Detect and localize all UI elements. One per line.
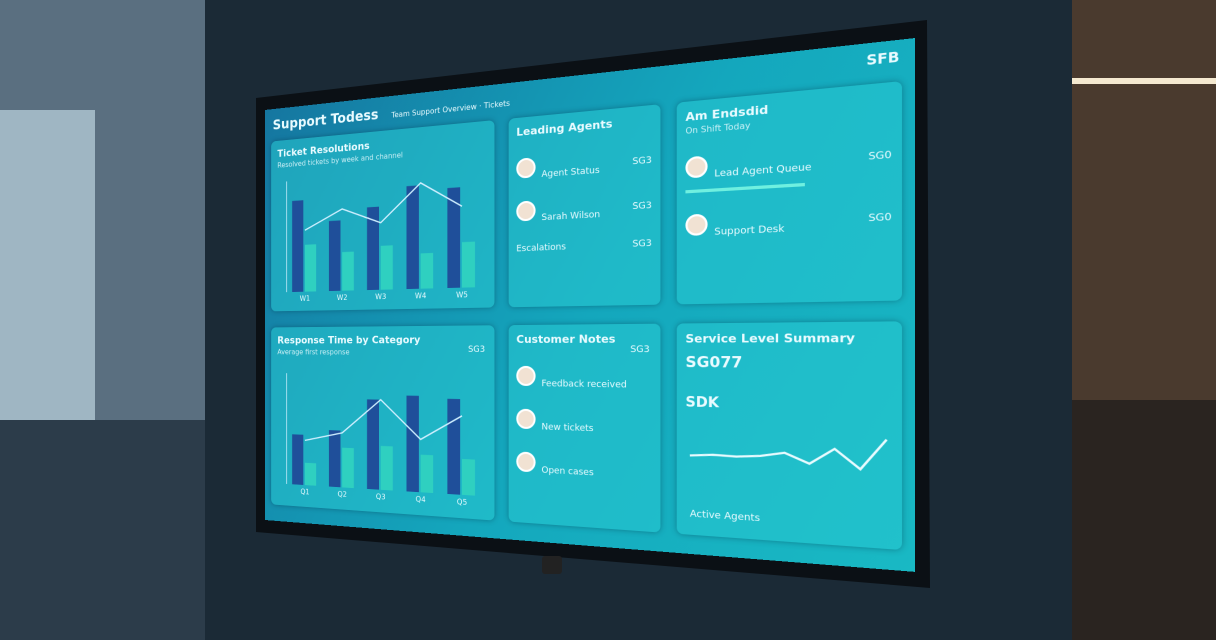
panel: Response Time by Category Average first … xyxy=(271,325,494,520)
bar xyxy=(462,242,475,288)
list-item: Feedback received xyxy=(516,366,652,391)
bar xyxy=(462,459,475,496)
bar xyxy=(292,200,303,292)
bar xyxy=(305,244,316,291)
x-tick-label: Q3 xyxy=(376,493,386,502)
item-value: SG0 xyxy=(868,212,891,225)
ceiling-light xyxy=(1072,78,1216,84)
x-tick-label: Q4 xyxy=(416,496,426,505)
panel: Leading Agents Agent Status SG3 Sarah Wil… xyxy=(509,104,661,307)
item-name: Support Desk xyxy=(714,224,784,238)
bar xyxy=(447,399,460,495)
bar xyxy=(421,253,434,289)
list-item: Support Desk SG0 xyxy=(685,204,891,239)
x-tick-label: Q2 xyxy=(337,491,346,500)
x-tick-label: W1 xyxy=(300,295,310,303)
x-tick-label: W5 xyxy=(456,291,468,300)
badge[interactable]: SFB xyxy=(866,49,899,69)
room-floor xyxy=(1072,400,1216,640)
panel-title: Response Time by Category xyxy=(277,333,487,346)
title: Support Todess xyxy=(273,106,379,133)
bar xyxy=(329,430,341,487)
floor xyxy=(0,420,205,640)
chart: Q1 Q2 Q3 Q4 Q5 xyxy=(277,368,487,512)
panel: Ticket Resolutions Resolved tickets by w… xyxy=(271,120,494,311)
list-item: Open cases xyxy=(516,451,652,481)
item-value: SG3 xyxy=(632,155,652,167)
panel-value: SG3 xyxy=(630,345,650,356)
window xyxy=(0,110,95,420)
x-tick-label: Q1 xyxy=(300,488,309,497)
chart: W1 W2 W3 W4 W5 xyxy=(277,160,487,307)
list-item: Agent Status SG3 xyxy=(516,148,652,182)
x-tick-label: Q5 xyxy=(457,498,467,507)
x-tick-label: W3 xyxy=(375,293,386,302)
item-value: SG0 xyxy=(868,149,891,162)
x-tick-label: W4 xyxy=(415,292,426,301)
panel: Customer Notes SG3 Feedback received New… xyxy=(509,324,661,533)
item-name: Feedback received xyxy=(541,379,626,390)
chart xyxy=(685,419,891,494)
panel: Service Level Summary SG077 SDK Active A… xyxy=(677,321,902,550)
item-value: SG3 xyxy=(632,200,652,212)
x-tick-label: W2 xyxy=(337,294,348,302)
progress xyxy=(685,183,805,194)
item-name: Lead Agent Queue xyxy=(714,162,811,179)
item-name: New tickets xyxy=(541,422,593,434)
panel-note: SDK xyxy=(685,395,891,416)
bar xyxy=(292,434,303,485)
dashboard: Support Todess Team Support Overview · T… xyxy=(265,38,915,572)
trend-line xyxy=(305,180,462,230)
panel-value: SG3 xyxy=(468,345,485,355)
panel-title: Service Level Summary xyxy=(685,331,891,346)
panel-value: SG077 xyxy=(685,354,891,373)
panel-title: Leading Agents xyxy=(516,113,652,138)
panel: Am Endsdid On Shift Today Lead Agent Que… xyxy=(677,81,902,304)
list-item: New tickets xyxy=(516,409,652,437)
bar xyxy=(407,396,419,493)
bar xyxy=(305,463,316,486)
bar xyxy=(381,245,393,289)
item-name: Escalations xyxy=(516,242,566,254)
item-value: SG3 xyxy=(632,239,652,250)
list-item: Sarah Wilson SG3 xyxy=(516,193,652,224)
trend-line xyxy=(305,398,462,447)
list-item: Lead Agent Queue SG0 xyxy=(685,142,891,182)
bar xyxy=(342,252,354,291)
panel-footer: Active Agents xyxy=(690,509,760,524)
panel-subtitle: Average first response xyxy=(277,348,487,357)
bar xyxy=(342,448,354,488)
bar xyxy=(329,220,341,291)
page: Support Todess Team Support Overview · T… xyxy=(0,0,1216,640)
bar xyxy=(407,185,419,289)
list-item: Escalations SG3 xyxy=(516,239,652,255)
camera xyxy=(542,556,562,574)
bar xyxy=(367,399,379,489)
bar xyxy=(381,446,393,491)
bar xyxy=(421,455,434,493)
item-name: Sarah Wilson xyxy=(541,210,600,223)
item-name: Open cases xyxy=(541,466,593,479)
sparkline xyxy=(690,433,887,470)
item-name: Agent Status xyxy=(541,166,599,180)
subtitle: Team Support Overview · Tickets xyxy=(391,99,510,120)
